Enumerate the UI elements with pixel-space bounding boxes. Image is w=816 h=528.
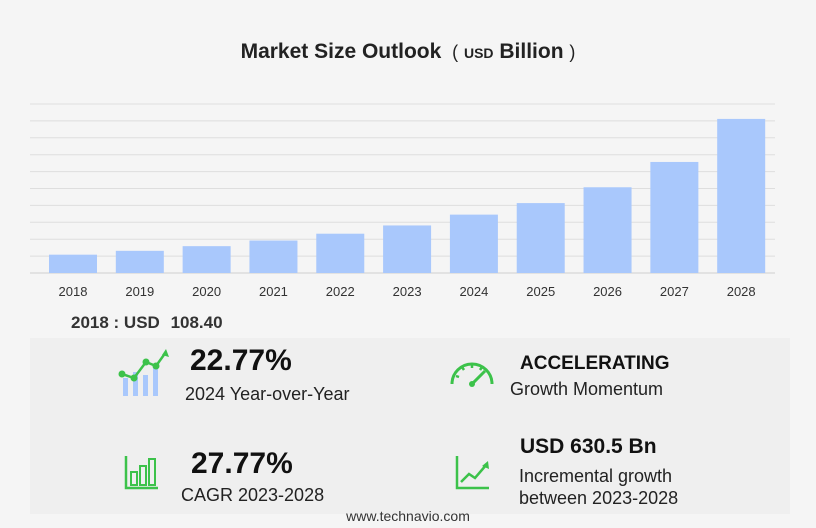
unit-label: Billion [499,40,564,63]
kpi-yoy: 22.77% [190,344,292,378]
bar-2028 [717,118,766,274]
x-tick-label: 2023 [393,284,422,299]
line-growth-icon [455,456,489,490]
x-tick-label: 2025 [526,284,555,299]
base-year-label: 2018 : USD [71,313,160,332]
kpi-yoy-value: 22.77% [190,344,292,377]
bar-2025 [516,203,565,273]
x-tick-label: 2028 [727,284,756,299]
x-tick-label: 2022 [326,284,355,299]
x-tick-label: 2019 [125,284,154,299]
chart-title-text: Market Size Outlook [240,40,442,63]
footer-url: www.technavio.com [346,508,470,524]
x-tick-label: 2027 [660,284,689,299]
bar-2027 [650,161,699,273]
kpi-incremental-value: USD 630.5 Bn [520,435,657,458]
x-tick-label: 2026 [593,284,622,299]
x-tick-label: 2018 [59,284,88,299]
x-tick-label: 2021 [259,284,288,299]
bar-chart: 2018 2019 2020 2021 2022 2023 2024 2025 2026 2027… [30,103,775,299]
bar-2026 [583,187,632,273]
kpi-incremental-label-2: between 2023-2028 [519,488,679,508]
bar-2021 [249,240,298,273]
base-year-value: 2018 : USD 108.40 [71,313,223,333]
bar-trend-icon [118,349,169,396]
bar-2019 [115,250,164,273]
kpi-momentum-heading: ACCELERATING [520,353,670,374]
x-tick-label: 2024 [459,284,488,299]
bar-2018 [49,254,97,273]
bar-2022 [316,233,365,273]
speedometer-icon [450,362,494,387]
bar-2024 [449,214,498,273]
bar-chart-icon [124,456,158,490]
kpi-incremental-label-1: Incremental growth [519,466,673,486]
chart-title: Market Size Outlook ( USD Billion ) [240,40,576,63]
kpi-momentum-label: Growth Momentum [510,379,664,399]
kpi-cagr-label: CAGR 2023-2028 [181,485,325,505]
bar-2023 [383,225,432,273]
kpi-cagr: 27.77% [191,447,293,481]
x-tick-label: 2020 [192,284,221,299]
base-year-number: 108.40 [170,313,223,332]
unit-prefix: USD [463,45,494,61]
bar-2020 [182,246,231,273]
kpi-cagr-value: 27.77% [191,447,293,480]
kpi-yoy-label: 2024 Year-over-Year [185,384,350,404]
